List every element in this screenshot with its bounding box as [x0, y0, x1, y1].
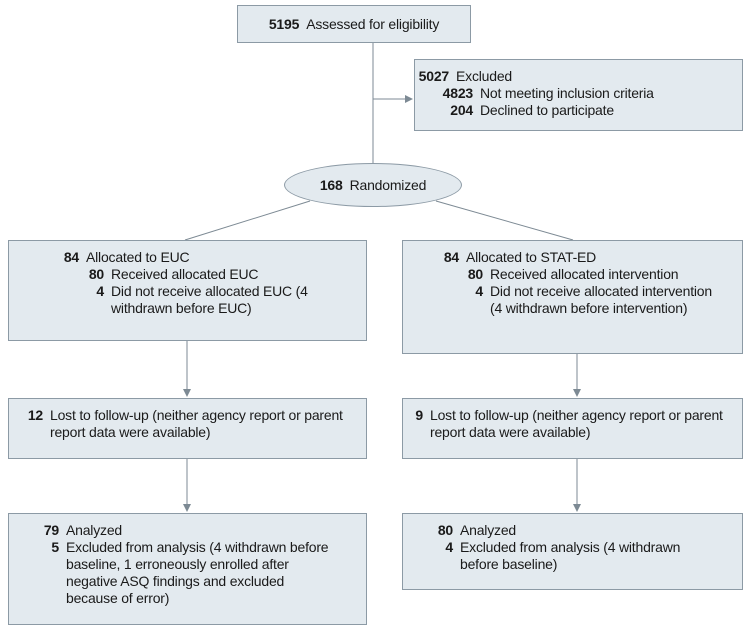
- label: Assessed for eligibility: [306, 16, 440, 32]
- excluded-box: 5027 Excluded 4823 Not meeting inclusion…: [414, 59, 743, 131]
- count: 4: [445, 539, 453, 555]
- row: 4 Excluded from analysis (4 withdrawn be…: [403, 539, 742, 573]
- count: 168: [319, 177, 343, 193]
- label: Did not receive allocated intervention (…: [490, 283, 712, 316]
- label: Lost to follow-up (neither agency report…: [430, 407, 723, 440]
- label: Lost to follow-up (neither agency report…: [50, 407, 343, 440]
- allocation-box: 84 Allocated to STAT-ED 80 Received allo…: [402, 240, 743, 354]
- count: 80: [88, 266, 104, 282]
- lost-box: 12 Lost to follow-up (neither agency rep…: [8, 398, 367, 459]
- label: Randomized: [349, 177, 427, 193]
- analysis-box: 80 Analyzed 4 Excluded from analysis (4 …: [402, 513, 743, 590]
- count: 80: [467, 266, 483, 282]
- row: 5 Excluded from analysis (4 withdrawn be…: [9, 539, 366, 607]
- row: 5195 Assessed for eligibility: [238, 16, 470, 33]
- row: 80 Received allocated intervention: [403, 266, 742, 283]
- count: 5: [51, 539, 59, 555]
- count: 204: [450, 102, 473, 118]
- count: 12: [27, 407, 43, 423]
- count: 84: [443, 249, 459, 265]
- count: 79: [43, 522, 59, 538]
- row: 84 Allocated to STAT-ED: [403, 249, 742, 266]
- allocation-box: 84 Allocated to EUC 80 Received allocate…: [8, 240, 367, 341]
- count: 80: [437, 522, 453, 538]
- label: Excluded from analysis (4 withdrawn befo…: [460, 539, 681, 572]
- count: 5195: [268, 16, 300, 32]
- row: 4 Did not receive allocated EUC (4 withd…: [9, 283, 366, 317]
- row: 5027 Excluded: [415, 68, 742, 85]
- label: Not meeting inclusion criteria: [480, 85, 654, 101]
- count: 4823: [442, 85, 474, 101]
- row: 9 Lost to follow-up (neither agency repo…: [403, 407, 742, 441]
- count: 84: [63, 249, 79, 265]
- row: 204 Declined to participate: [415, 102, 742, 119]
- label: Analyzed: [460, 522, 516, 538]
- randomized-node: 168 Randomized: [284, 163, 462, 207]
- connector: [184, 200, 311, 241]
- row: 12 Lost to follow-up (neither agency rep…: [9, 407, 366, 441]
- count: 4: [475, 283, 483, 299]
- analysis-box: 79 Analyzed 5 Excluded from analysis (4 …: [8, 513, 367, 625]
- label: Allocated to STAT-ED: [466, 249, 597, 265]
- label: Allocated to EUC: [86, 249, 190, 265]
- label: Excluded: [456, 68, 512, 84]
- assessed-box: 5195 Assessed for eligibility: [237, 5, 471, 43]
- row: 4 Did not receive allocated intervention…: [403, 283, 742, 317]
- label: Received allocated intervention: [490, 266, 679, 282]
- row: 84 Allocated to EUC: [9, 249, 366, 266]
- connector: [435, 200, 574, 241]
- label: Received allocated EUC: [111, 266, 259, 282]
- count: 9: [415, 407, 423, 423]
- label: Analyzed: [66, 522, 122, 538]
- count: 5027: [418, 68, 450, 84]
- count: 4: [96, 283, 104, 299]
- label: Excluded from analysis (4 withdrawn befo…: [66, 539, 329, 606]
- row: 79 Analyzed: [9, 522, 366, 539]
- row: 80 Received allocated EUC: [9, 266, 366, 283]
- label: Declined to participate: [480, 102, 614, 118]
- label: Did not receive allocated EUC (4 withdra…: [111, 283, 308, 316]
- lost-box: 9 Lost to follow-up (neither agency repo…: [402, 398, 743, 459]
- row: 80 Analyzed: [403, 522, 742, 539]
- row: 4823 Not meeting inclusion criteria: [415, 85, 742, 102]
